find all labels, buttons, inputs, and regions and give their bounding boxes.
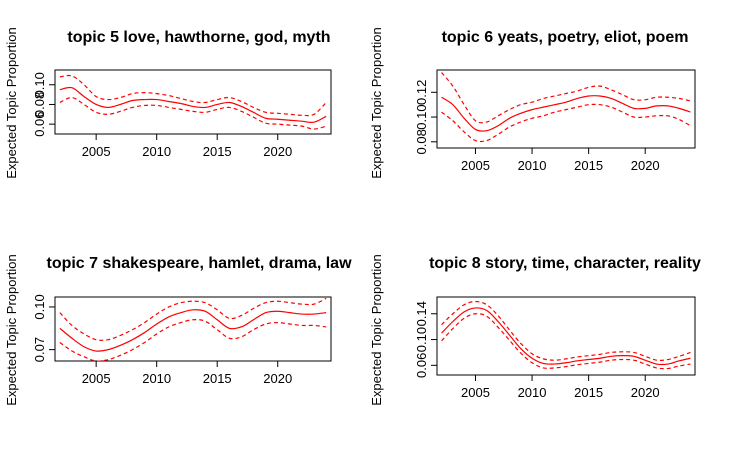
- x-tick-label: 2010: [142, 371, 171, 386]
- y-tick-label: 0.06: [414, 353, 429, 378]
- panel-title: topic 7 shakespeare, hamlet, drama, law: [46, 255, 352, 272]
- y-tick-label: 0.10: [32, 294, 47, 319]
- y-tick-label: 0.07: [32, 337, 47, 362]
- y-tick-label: 0.10: [32, 72, 47, 97]
- y-tick-label: 0.12: [414, 80, 429, 105]
- panel-title: topic 5 love, hawthorne, god, myth: [67, 29, 330, 46]
- x-tick-label: 2015: [574, 158, 603, 173]
- x-tick-label: 2015: [574, 385, 603, 400]
- x-tick-label: 2020: [631, 385, 660, 400]
- x-tick-label: 2010: [518, 385, 547, 400]
- x-tick-label: 2020: [263, 371, 292, 386]
- panel-title: topic 8 story, time, character, reality: [429, 255, 701, 272]
- x-tick-label: 2005: [461, 158, 490, 173]
- series-line-mean: [441, 307, 691, 366]
- y-tick-label: 0.10: [414, 327, 429, 352]
- series-line-mean: [59, 309, 327, 352]
- plot-frame: [54, 69, 332, 135]
- panel-topic-5: topic 5 love, hawthorne, god, myth Expec…: [4, 27, 332, 179]
- y-axis-label: Expected Topic Proportion: [369, 254, 384, 406]
- y-axis-label: Expected Topic Proportion: [369, 27, 384, 179]
- panel-topic-7: topic 7 shakespeare, hamlet, drama, law …: [4, 254, 352, 406]
- y-tick-label: 0.14: [414, 301, 429, 326]
- x-tick-label: 2020: [631, 158, 660, 173]
- series-line-lower-ci: [441, 313, 691, 370]
- x-tick-label: 2010: [518, 158, 547, 173]
- series-line-lower-ci: [441, 103, 691, 143]
- panel-topic-6: topic 6 yeats, poetry, eliot, poem Expec…: [369, 27, 696, 179]
- series-line-lower-ci: [59, 96, 327, 130]
- y-tick-label: 0.10: [414, 104, 429, 129]
- x-tick-label: 2020: [263, 144, 292, 159]
- x-tick-label: 2005: [82, 371, 111, 386]
- x-tick-label: 2015: [203, 144, 232, 159]
- series-line-upper-ci: [59, 74, 327, 117]
- series-line-mean: [59, 86, 327, 124]
- plot-frame: [54, 296, 332, 362]
- y-tick-label: 0.06: [32, 111, 47, 136]
- panel-topic-8: topic 8 story, time, character, reality …: [369, 254, 701, 406]
- plot-frame: [436, 69, 696, 149]
- x-tick-label: 2005: [82, 144, 111, 159]
- y-tick-label: 0.08: [32, 92, 47, 117]
- y-axis-label: Expected Topic Proportion: [4, 27, 19, 179]
- series-line-upper-ci: [441, 300, 691, 361]
- x-tick-label: 2010: [142, 144, 171, 159]
- y-tick-label: 0.08: [414, 129, 429, 154]
- series-line-lower-ci: [59, 319, 327, 361]
- series-line-mean: [441, 95, 691, 132]
- y-axis-label: Expected Topic Proportion: [4, 254, 19, 406]
- panel-title: topic 6 yeats, poetry, eliot, poem: [442, 29, 689, 46]
- series-line-upper-ci: [441, 72, 691, 124]
- x-tick-label: 2015: [203, 371, 232, 386]
- x-tick-label: 2005: [461, 385, 490, 400]
- plot-frame: [436, 296, 696, 376]
